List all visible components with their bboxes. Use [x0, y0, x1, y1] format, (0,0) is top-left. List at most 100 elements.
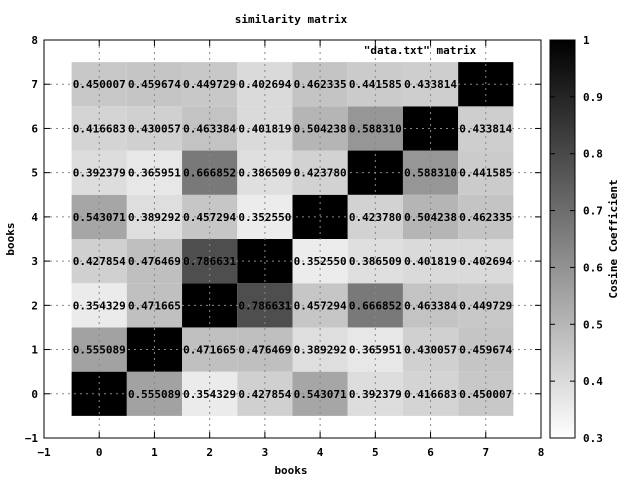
cell-value-label: 0.354329 [73, 299, 126, 312]
grid-lines [44, 40, 541, 438]
y-tick-label: 7 [31, 78, 38, 91]
cell-value-label: 0.430057 [404, 344, 457, 357]
cell-value-label: 0.462335 [459, 211, 512, 224]
cell-value-label: 0.457294 [294, 299, 347, 312]
cell-value-label: 0.402694 [238, 78, 291, 91]
cell-value-label: 0.401819 [238, 122, 291, 135]
y-tick-label: −1 [25, 432, 39, 445]
cell-value-label: 0.416683 [73, 122, 126, 135]
colorbar-tick-label: 0.9 [583, 91, 603, 104]
cell-value-label: 0.666852 [349, 299, 402, 312]
cell-value-label: 0.463384 [183, 122, 236, 135]
x-tick-label: 8 [538, 446, 545, 459]
heatmap-cell [237, 371, 293, 416]
y-axis-title: books [4, 222, 17, 255]
cell-value-label: 0.386509 [349, 255, 402, 268]
cell-value-label: 0.504238 [404, 211, 457, 224]
x-tick-label: 1 [151, 446, 158, 459]
colorbar-tick-label: 0.4 [583, 375, 603, 388]
cell-value-label: 0.543071 [73, 211, 126, 224]
cell-value-label: 0.588310 [349, 122, 402, 135]
heatmap-cell [182, 62, 238, 107]
x-tick-label: 0 [96, 446, 103, 459]
cell-value-label: 0.389292 [128, 211, 181, 224]
cell-value-label: 0.389292 [294, 344, 347, 357]
cell-value-label: 0.450007 [459, 388, 512, 401]
colorbar [549, 39, 576, 439]
cell-value-label: 0.449729 [183, 78, 236, 91]
cell-value-label: 0.427854 [73, 255, 126, 268]
x-tick-label: 5 [372, 446, 379, 459]
heatmap-cells [71, 62, 514, 416]
cell-value-label: 0.352550 [238, 211, 291, 224]
heatmap-cell [402, 371, 459, 416]
cell-value-label: 0.666852 [183, 167, 236, 180]
x-axis-title: books [274, 464, 307, 477]
cell-value-label: 0.476469 [128, 255, 181, 268]
colorbar-tick-label: 0.3 [583, 432, 603, 445]
chart-title: similarity matrix [235, 13, 348, 26]
cell-value-label: 0.354329 [183, 388, 236, 401]
heatmap-cell [126, 62, 183, 107]
cell-value-label: 0.423780 [294, 167, 347, 180]
heatmap-cell [182, 371, 238, 416]
heatmap-cell [126, 371, 183, 416]
colorbar-tick-label: 1 [583, 34, 590, 47]
cell-value-label: 0.471665 [183, 344, 236, 357]
cell-value-label: 0.423780 [349, 211, 402, 224]
y-tick-label: 0 [31, 388, 38, 401]
cell-value-label: 0.416683 [404, 388, 457, 401]
heatmap-cell [458, 371, 514, 416]
cell-value-label: 0.392379 [73, 167, 126, 180]
cell-value-label: 0.441585 [349, 78, 402, 91]
colorbar-tick-label: 0.6 [583, 261, 603, 274]
cell-value-label: 0.786631 [183, 255, 236, 268]
colorbar-tick-label: 0.5 [583, 318, 603, 331]
cell-value-label: 0.459674 [128, 78, 181, 91]
cell-value-label: 0.402694 [459, 255, 512, 268]
cell-value-label: 0.462335 [294, 78, 347, 91]
y-tick-label: 6 [31, 122, 38, 135]
cell-value-label: 0.555089 [73, 344, 126, 357]
x-tick-label: 2 [206, 446, 213, 459]
cell-value-label: 0.365951 [349, 344, 402, 357]
x-tick-label: −1 [37, 446, 51, 459]
cell-value-label: 0.450007 [73, 78, 126, 91]
cell-value-label: 0.504238 [294, 122, 347, 135]
cell-value-label: 0.427854 [238, 388, 291, 401]
cell-value-label: 0.457294 [183, 211, 236, 224]
data-annotation: "data.txt" matrix [364, 44, 477, 57]
heatmap-cell [458, 62, 514, 107]
cell-value-label: 0.441585 [459, 167, 512, 180]
cell-value-label: 0.386509 [238, 167, 291, 180]
y-tick-label: 8 [31, 34, 38, 47]
cell-value-label: 0.463384 [404, 299, 457, 312]
cell-value-label: 0.352550 [294, 255, 347, 268]
colorbar-tick-label: 0.8 [583, 148, 603, 161]
cell-value-label: 0.786631 [238, 299, 291, 312]
cell-value-label: 0.392379 [349, 388, 402, 401]
cell-value-label: 0.459674 [459, 344, 512, 357]
colorbar-ticks: 0.3 0.4 0.5 0.6 0.7 0.8 0.9 1 [550, 34, 603, 445]
cell-value-label: 0.476469 [238, 344, 291, 357]
y-tick-label: 2 [31, 299, 38, 312]
y-tick-label: 1 [31, 344, 38, 357]
cell-value-label: 0.471665 [128, 299, 181, 312]
x-tick-label: 6 [427, 446, 434, 459]
cell-value-label: 0.543071 [294, 388, 347, 401]
cell-value-label: 0.365951 [128, 167, 181, 180]
heatmap-cell [402, 62, 459, 107]
x-tick-label: 3 [262, 446, 269, 459]
y-tick-label: 3 [31, 255, 38, 268]
plot-frame [43, 39, 542, 439]
colorbar-title: Cosine Coefficient [607, 179, 620, 298]
heatmap-cell [237, 62, 293, 107]
cell-value-label: 0.588310 [404, 167, 457, 180]
x-tick-label: 4 [317, 446, 324, 459]
axis-ticks: −1 0 1 2 3 4 5 6 7 8 −1 0 1 2 3 4 5 6 7 8 [25, 34, 545, 459]
y-tick-label: 5 [31, 167, 38, 180]
x-tick-label: 7 [482, 446, 489, 459]
colorbar-tick-label: 0.7 [583, 205, 603, 218]
